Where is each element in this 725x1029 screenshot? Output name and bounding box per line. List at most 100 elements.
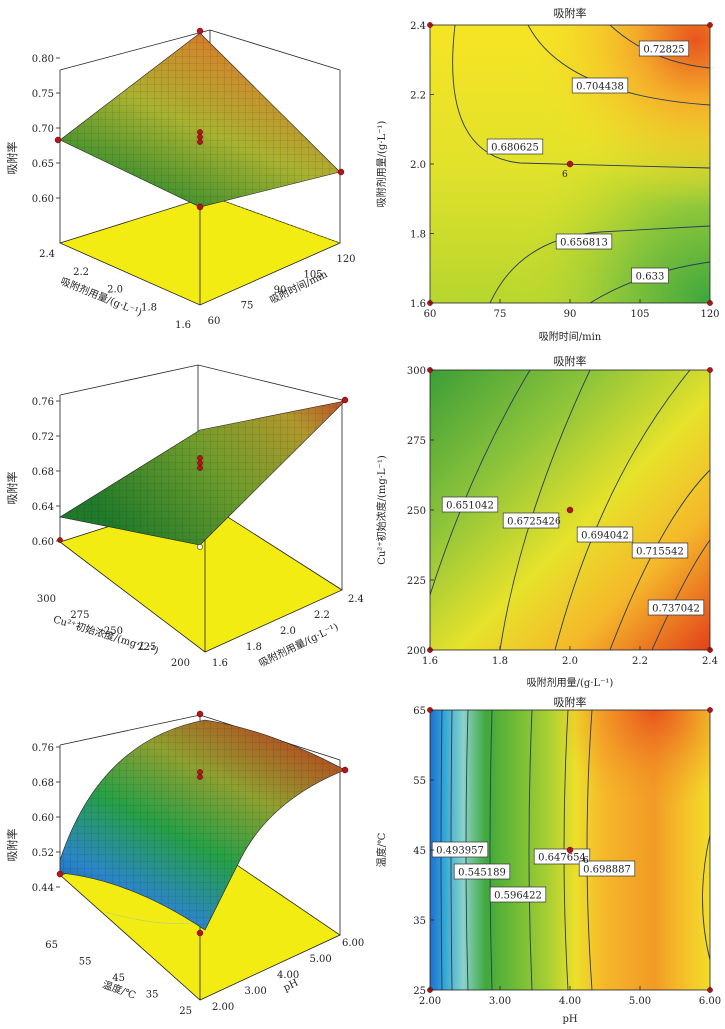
contour-level-label: 0.72825 bbox=[638, 40, 690, 57]
x-tick-label: 1.6 bbox=[422, 656, 438, 667]
right-axis: 60 75 90 105 120 bbox=[208, 254, 356, 327]
design-point bbox=[341, 766, 349, 774]
tick-label: 275 bbox=[70, 610, 89, 621]
tick-label: 105 bbox=[303, 270, 322, 281]
contour-level-label: 0.493957 bbox=[431, 841, 489, 858]
y-tick-label: 300 bbox=[407, 366, 426, 377]
tick-label: 1.8 bbox=[141, 302, 157, 313]
right-axis: 1.6 1.8 2.0 2.2 2.4 bbox=[212, 594, 364, 669]
tick-label: 35 bbox=[146, 990, 159, 1001]
tick-label: 300 bbox=[37, 594, 56, 605]
right-axis-label: 吸附剂用量/(g·L⁻¹) bbox=[257, 620, 341, 670]
center-point bbox=[566, 506, 574, 514]
tick-label: 2.4 bbox=[39, 249, 55, 260]
design-point bbox=[197, 544, 203, 550]
svg-text:0.596422: 0.596422 bbox=[494, 891, 542, 902]
z-axis-label: 吸附率 bbox=[5, 829, 19, 862]
x-tick-label: 120 bbox=[700, 309, 719, 320]
surface-chart-1: 0.60 0.65 0.70 0.75 0.80 吸附率 2.4 2.2 2.0 1.8 1.6… bbox=[5, 27, 356, 331]
x-axis-label: 吸附时间/min bbox=[539, 330, 602, 343]
contour-labels: 0.72825 0.704438 0.680625 0.656813 0.633 bbox=[486, 40, 690, 284]
y-tick-label: 55 bbox=[413, 776, 426, 787]
svg-text:0.493957: 0.493957 bbox=[436, 846, 484, 857]
contour-level-label: 0.715542 bbox=[631, 542, 689, 559]
svg-text:0.698887: 0.698887 bbox=[583, 865, 631, 876]
y-tick-label: 1.6 bbox=[410, 299, 426, 310]
front-axis-label: 吸附剂用量/(g·L⁻¹) bbox=[59, 274, 144, 319]
contour-level-label: 0.672542 bbox=[502, 512, 560, 529]
y-tick-label: 275 bbox=[407, 436, 426, 447]
chart-title: 吸附率 bbox=[554, 6, 587, 20]
design-point bbox=[57, 537, 63, 543]
tick-label: 0.52 bbox=[32, 848, 54, 859]
tick-label: 25 bbox=[179, 1006, 192, 1017]
z-axis: 0.44 0.52 0.60 0.68 0.76 bbox=[32, 743, 60, 894]
tick-label: 55 bbox=[79, 957, 92, 968]
design-point bbox=[197, 460, 203, 466]
y-axis-label: 温度/℃ bbox=[375, 833, 388, 868]
tick-label: 0.44 bbox=[32, 883, 54, 894]
x-axis: 1.6 1.8 2.0 2.2 2.4 bbox=[422, 646, 718, 667]
svg-text:0.656813: 0.656813 bbox=[560, 238, 608, 249]
design-point bbox=[197, 774, 203, 780]
z-axis-label: 吸附率 bbox=[5, 142, 19, 175]
contour-level-label: 0.647654 bbox=[533, 848, 591, 865]
chart-title: 吸附率 bbox=[554, 695, 587, 709]
y-tick-label: 200 bbox=[407, 646, 426, 657]
y-tick-label: 225 bbox=[407, 576, 426, 587]
x-axis-label: 吸附剂用量/(g·L⁻¹) bbox=[527, 676, 614, 689]
tick-label: 120 bbox=[336, 254, 355, 265]
y-tick-label: 2.0 bbox=[410, 160, 426, 171]
contour-level-label: 0.596422 bbox=[489, 886, 547, 903]
svg-text:0.72825: 0.72825 bbox=[643, 45, 684, 56]
svg-text:0.694042: 0.694042 bbox=[581, 531, 629, 542]
tick-label: 3.00 bbox=[245, 986, 267, 997]
tick-label: 2.0 bbox=[280, 626, 296, 637]
tick-label: 4.00 bbox=[277, 970, 299, 981]
tick-label: 2.4 bbox=[348, 594, 364, 605]
center-point bbox=[566, 846, 574, 854]
y-tick-label: 2.2 bbox=[410, 91, 426, 102]
contour-level-label: 0.656813 bbox=[555, 233, 613, 250]
x-tick-label: 1.8 bbox=[492, 656, 508, 667]
tick-label: 0.80 bbox=[32, 54, 54, 65]
design-point bbox=[197, 139, 203, 145]
contour-labels: 0.651042 0.672542 0.694042 0.715542 0.737042 bbox=[441, 496, 705, 616]
x-tick-label: 5.00 bbox=[629, 996, 651, 1007]
tick-label: 60 bbox=[208, 316, 221, 327]
svg-text:0.651042: 0.651042 bbox=[446, 501, 494, 512]
tick-label: 2.2 bbox=[73, 267, 89, 278]
y-axis: 25 35 45 55 65 bbox=[413, 706, 434, 997]
contour-level-label: 0.698887 bbox=[578, 860, 636, 877]
svg-text:0.545189: 0.545189 bbox=[458, 868, 506, 879]
tick-label: 0.72 bbox=[32, 432, 54, 443]
svg-text:0.633: 0.633 bbox=[636, 272, 665, 283]
svg-text:0.704438: 0.704438 bbox=[576, 82, 624, 93]
x-tick-label: 6.00 bbox=[699, 996, 721, 1007]
y-tick-label: 2.4 bbox=[410, 21, 426, 32]
tick-label: 0.65 bbox=[32, 159, 54, 170]
chart-title: 吸附率 bbox=[554, 354, 587, 368]
x-axis: 2.00 3.00 4.00 5.00 6.00 bbox=[419, 986, 721, 1007]
center-point bbox=[566, 160, 574, 168]
center-point-label: 6 bbox=[583, 856, 589, 866]
svg-text:0.680625: 0.680625 bbox=[491, 143, 539, 154]
tick-label: 225 bbox=[137, 642, 156, 653]
z-axis: 0.60 0.65 0.70 0.75 0.80 bbox=[32, 54, 60, 205]
z-axis: 0.60 0.64 0.68 0.72 0.76 bbox=[32, 397, 60, 548]
tick-label: 75 bbox=[241, 301, 254, 312]
front-axis: 300 275 250 225 200 bbox=[37, 594, 190, 669]
tick-label: 0.60 bbox=[32, 194, 54, 205]
tick-label: 0.68 bbox=[32, 778, 54, 789]
design-point bbox=[196, 27, 204, 35]
y-axis: 200 225 250 275 300 bbox=[407, 366, 434, 657]
contour-level-label: 0.704438 bbox=[571, 77, 629, 94]
contour-level-label: 0.694042 bbox=[576, 526, 634, 543]
contour-level-label: 0.633 bbox=[631, 267, 669, 284]
x-tick-label: 3.00 bbox=[489, 996, 511, 1007]
x-tick-label: 2.0 bbox=[562, 656, 578, 667]
tick-label: 1.8 bbox=[246, 642, 262, 653]
design-point bbox=[197, 769, 203, 775]
